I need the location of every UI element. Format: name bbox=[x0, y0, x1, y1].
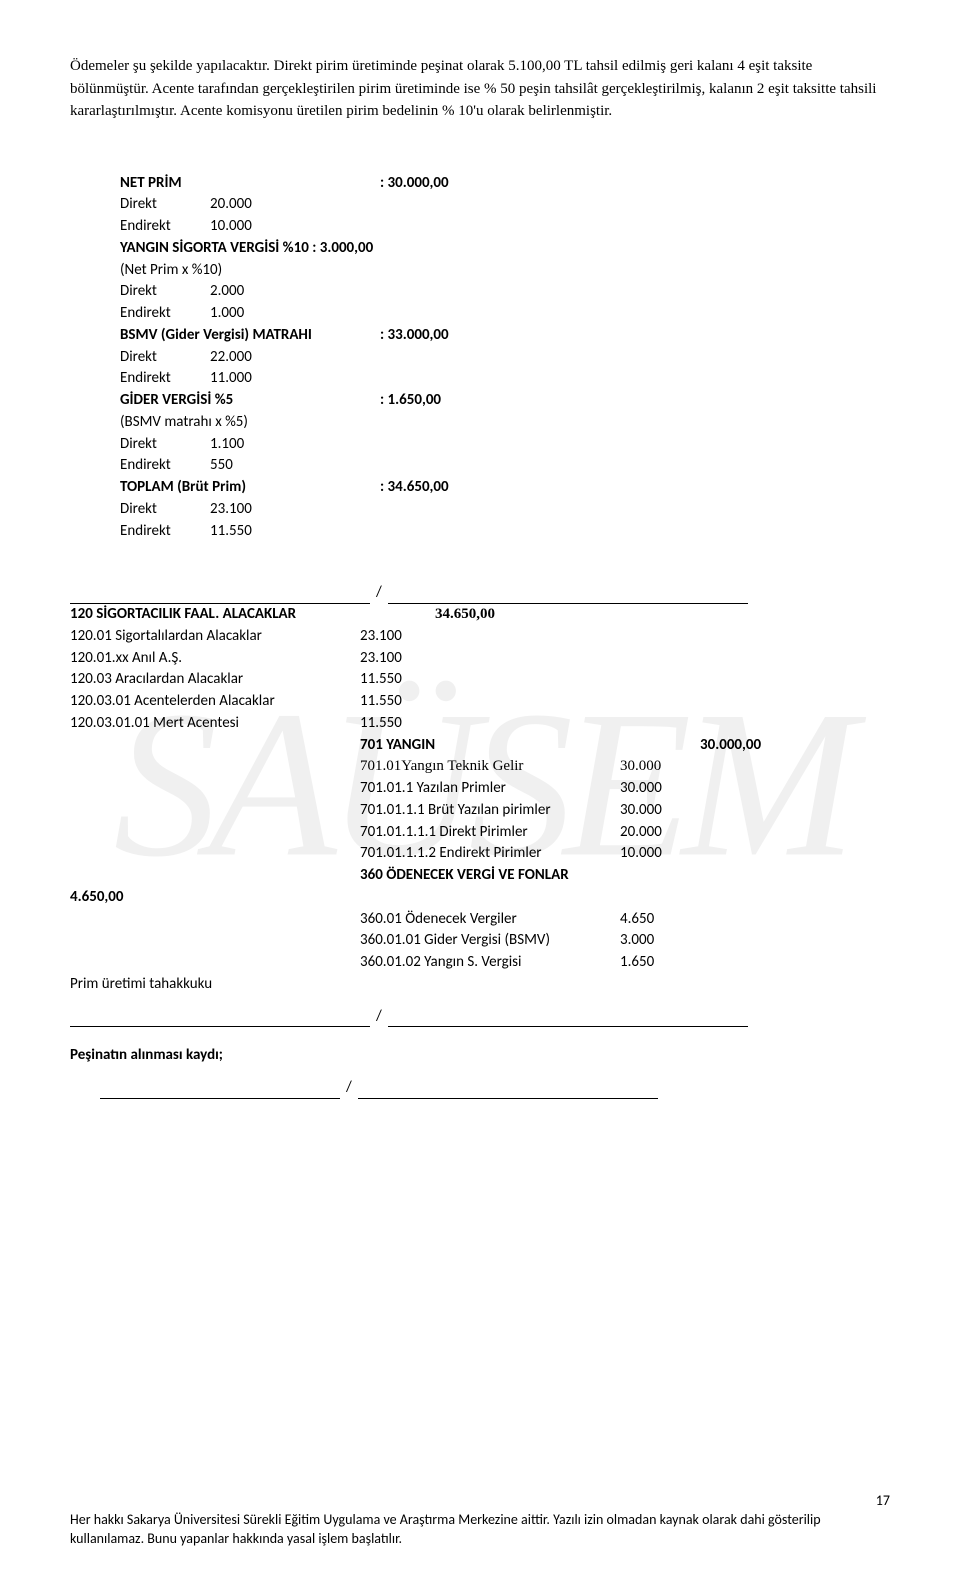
calc-e3: 11.000 bbox=[210, 368, 252, 390]
ysv-note: (Net Prim x %10) bbox=[120, 260, 222, 282]
acc701-value: 30.000,00 bbox=[700, 735, 830, 757]
memo: Prim üretimi tahakkuku bbox=[70, 974, 212, 996]
intro-paragraph: Ödemeler şu şekilde yapılacaktır. Direkt… bbox=[70, 55, 890, 123]
divider-line: / bbox=[70, 582, 890, 604]
endirekt-label: Endirekt bbox=[120, 368, 210, 390]
endirekt-label: Endirekt bbox=[120, 216, 210, 238]
calc-d5: 23.100 bbox=[210, 499, 252, 521]
calc-d3: 22.000 bbox=[210, 347, 252, 369]
i2-label: 701.01.1 Yazılan Primler bbox=[360, 778, 620, 800]
gv-note: (BSMV matrahı x %5) bbox=[120, 412, 248, 434]
direkt-label: Direkt bbox=[120, 347, 210, 369]
divider-line: / bbox=[70, 1006, 890, 1028]
j1-label: 360.01 Ödenecek Vergiler bbox=[360, 909, 620, 931]
r1-value: 23.100 bbox=[360, 626, 435, 648]
direkt-label: Direkt bbox=[120, 434, 210, 456]
i1-label: 701.01Yangın Teknik Gelir bbox=[360, 756, 620, 778]
calc-e4: 550 bbox=[210, 455, 233, 477]
r4-value: 11.550 bbox=[360, 691, 435, 713]
bsmv-label: BSMV (Gider Vergisi) MATRAHI bbox=[120, 325, 380, 347]
r2-value: 23.100 bbox=[360, 648, 435, 670]
r2-label: 120.01.xx Anıl A.Ş. bbox=[70, 648, 360, 670]
endirekt-label: Endirekt bbox=[120, 303, 210, 325]
endirekt-label: Endirekt bbox=[120, 455, 210, 477]
calculation-block: NET PRİM : 30.000,00 Direkt20.000 Endire… bbox=[120, 173, 890, 543]
toplam-value: : 34.650,00 bbox=[380, 477, 500, 499]
toplam-label: TOPLAM (Brüt Prim) bbox=[120, 477, 380, 499]
acc360-label: 360 ÖDENECEK VERGİ VE FONLAR bbox=[360, 865, 569, 887]
net-prim-value: : 30.000,00 bbox=[380, 173, 500, 195]
i2-value: 30.000 bbox=[620, 778, 700, 800]
acc120-value: 34.650,00 bbox=[435, 604, 565, 626]
j3-value: 1.650 bbox=[620, 952, 700, 974]
i3-value: 30.000 bbox=[620, 800, 700, 822]
page-number: 17 bbox=[70, 1492, 890, 1511]
pesin-label: Peşinatın alınması kaydı; bbox=[70, 1045, 223, 1067]
j2-label: 360.01.01 Gider Vergisi (BSMV) bbox=[360, 930, 620, 952]
direkt-label: Direkt bbox=[120, 499, 210, 521]
journal-block: / 120 SİGORTACILIK FAAL. ALACAKLAR 34.65… bbox=[70, 582, 890, 1099]
acc360-left: 4.650,00 bbox=[70, 887, 124, 909]
j2-value: 3.000 bbox=[620, 930, 700, 952]
calc-e2: 1.000 bbox=[210, 303, 244, 325]
calc-d4: 1.100 bbox=[210, 434, 244, 456]
r5-value: 11.550 bbox=[360, 713, 435, 735]
footer: 17 Her hakkı Sakarya Üniversitesi Sürekl… bbox=[70, 1492, 890, 1549]
j1-value: 4.650 bbox=[620, 909, 700, 931]
j3-label: 360.01.02 Yangın S. Vergisi bbox=[360, 952, 620, 974]
endirekt-label: Endirekt bbox=[120, 521, 210, 543]
gv-label: GİDER VERGİSİ %5 bbox=[120, 390, 380, 412]
i3-label: 701.01.1.1 Brüt Yazılan pirimler bbox=[360, 800, 620, 822]
acc701-label: 701 YANGIN bbox=[360, 735, 620, 757]
calc-e1: 10.000 bbox=[210, 216, 252, 238]
calc-d2: 2.000 bbox=[210, 281, 244, 303]
calc-d1: 20.000 bbox=[210, 194, 252, 216]
i4-value: 20.000 bbox=[620, 822, 700, 844]
i5-label: 701.01.1.1.2 Endirekt Pirimler bbox=[360, 843, 620, 865]
r3-value: 11.550 bbox=[360, 669, 435, 691]
acc120-label: 120 SİGORTACILIK FAAL. ALACAKLAR bbox=[70, 604, 360, 626]
gv-value: : 1.650,00 bbox=[380, 390, 500, 412]
i5-value: 10.000 bbox=[620, 843, 700, 865]
net-prim-label: NET PRİM bbox=[120, 173, 380, 195]
ysv-label: YANGIN SİGORTA VERGİSİ %10 : 3.000,00 bbox=[120, 238, 373, 260]
calc-e5: 11.550 bbox=[210, 521, 252, 543]
r3-label: 120.03 Aracılardan Alacaklar bbox=[70, 669, 360, 691]
direkt-label: Direkt bbox=[120, 194, 210, 216]
r4-label: 120.03.01 Acentelerden Alacaklar bbox=[70, 691, 360, 713]
bsmv-value: : 33.000,00 bbox=[380, 325, 500, 347]
footer-text: Her hakkı Sakarya Üniversitesi Sürekli E… bbox=[70, 1511, 890, 1549]
direkt-label: Direkt bbox=[120, 281, 210, 303]
i1-value: 30.000 bbox=[620, 756, 700, 778]
r5-label: 120.03.01.01 Mert Acentesi bbox=[70, 713, 360, 735]
divider-line: / bbox=[100, 1077, 890, 1099]
r1-label: 120.01 Sigortalılardan Alacaklar bbox=[70, 626, 360, 648]
i4-label: 701.01.1.1.1 Direkt Pirimler bbox=[360, 822, 620, 844]
